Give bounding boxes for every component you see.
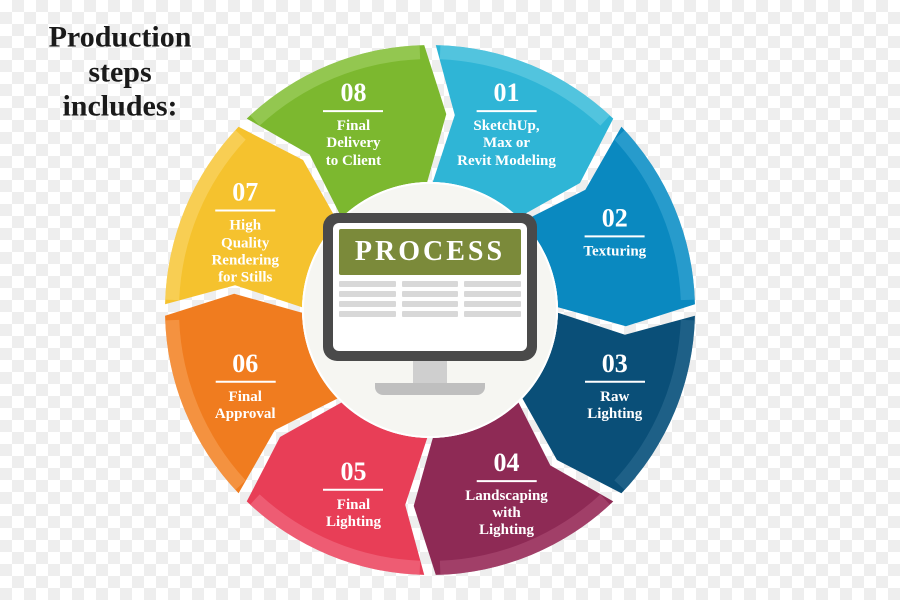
center-label: PROCESS [339,229,521,275]
monitor-icon: PROCESS [323,213,537,395]
page-title: Production steps includes: [49,20,192,124]
